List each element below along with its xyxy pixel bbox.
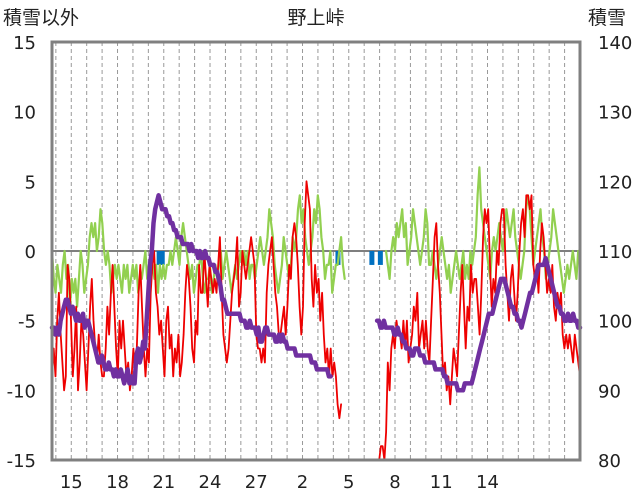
x-tick-label: 18 (106, 472, 129, 493)
chart-title: 野上峠 (287, 7, 344, 29)
blue-bar (159, 251, 165, 265)
blue-bar (369, 251, 375, 265)
right-tick-label: 110 (598, 242, 632, 263)
left-tick-label: 15 (13, 33, 36, 54)
plot-frame (50, 40, 582, 462)
x-tick-label: 21 (152, 472, 175, 493)
x-tick-label: 15 (60, 472, 83, 493)
left-axis-label: 積雪以外 (3, 7, 79, 29)
right-axis-label: 積雪 (588, 7, 626, 29)
x-tick-label: 14 (476, 472, 499, 493)
left-tick-label: -15 (7, 451, 36, 472)
blue-bar (156, 251, 162, 265)
x-tick-label: 8 (389, 472, 400, 493)
left-tick-label: -5 (18, 312, 36, 333)
right-tick-label: 80 (598, 451, 621, 472)
x-tick-label: 11 (430, 472, 453, 493)
left-tick-label: 10 (13, 103, 36, 124)
purple-series-line (49, 193, 583, 393)
right-tick-label: 90 (598, 381, 621, 402)
right-axis-ticks: 140 130 120 110 100 90 80 (598, 33, 632, 472)
x-tick-label: 27 (245, 472, 268, 493)
x-axis-ticks: 15 18 21 24 27 2 5 8 11 14 (60, 472, 499, 493)
x-tick-label: 2 (297, 472, 308, 493)
right-tick-label: 130 (598, 103, 632, 124)
left-tick-label: -10 (7, 381, 36, 402)
right-tick-label: 140 (598, 33, 632, 54)
left-tick-label: 5 (25, 172, 36, 193)
right-tick-label: 100 (598, 312, 632, 333)
x-tick-label: 24 (199, 472, 222, 493)
left-tick-label: 0 (25, 242, 36, 263)
blue-bar (377, 251, 383, 265)
right-tick-label: 120 (598, 172, 632, 193)
left-axis-ticks: 15 10 5 0 -5 -10 -15 (7, 33, 36, 472)
x-tick-label: 5 (343, 472, 354, 493)
